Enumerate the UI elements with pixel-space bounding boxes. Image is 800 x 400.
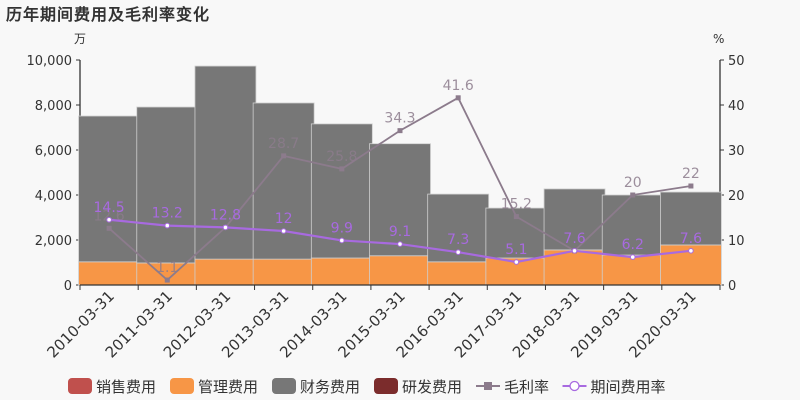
gross-margin-marker bbox=[630, 192, 636, 198]
legend-label: 毛利率 bbox=[504, 378, 549, 396]
legend-item-rnd[interactable]: 研发费用 bbox=[374, 378, 462, 396]
bar-finance bbox=[601, 194, 664, 256]
bar-admin bbox=[252, 258, 315, 286]
legend-item-finance[interactable]: 财务费用 bbox=[272, 378, 360, 396]
gross-margin-marker bbox=[688, 183, 694, 189]
right-axis-unit: % bbox=[713, 32, 724, 46]
legend-label: 管理费用 bbox=[198, 378, 258, 396]
period-rate-marker bbox=[688, 248, 694, 254]
bar-finance bbox=[369, 143, 431, 257]
gross-margin-marker bbox=[513, 214, 519, 220]
legend-item-admin[interactable]: 管理费用 bbox=[170, 378, 258, 396]
right-tick-label: 0 bbox=[728, 279, 736, 294]
period-rate-marker bbox=[513, 259, 520, 265]
gross_margin-data-label: 15.2 bbox=[501, 197, 532, 213]
period-rate-marker bbox=[280, 228, 287, 234]
gross_margin-data-label: 25.8 bbox=[326, 149, 357, 165]
right-tick-label: 20 bbox=[728, 189, 745, 204]
gross_margin-data-label: 41.6 bbox=[443, 78, 474, 94]
period-rate-marker bbox=[222, 224, 229, 231]
legend-label: 销售费用 bbox=[96, 378, 156, 396]
legend-swatch-icon bbox=[374, 378, 398, 394]
legend-label: 研发费用 bbox=[402, 378, 462, 396]
legend-item-sales[interactable]: 销售费用 bbox=[68, 378, 156, 396]
stacked-bars bbox=[78, 65, 722, 286]
left-tick-label: 0 bbox=[64, 279, 72, 294]
period_rate-data-label: 7.3 bbox=[447, 232, 469, 248]
right-tick-label: 40 bbox=[728, 99, 745, 114]
period-rate-marker bbox=[339, 237, 345, 244]
legend-swatch-icon bbox=[170, 378, 194, 394]
bar-admin bbox=[78, 261, 140, 286]
gross-margin-marker bbox=[164, 277, 170, 283]
legend-swatch-icon bbox=[68, 378, 92, 394]
right-y-axis: 0 10 20 30 40 50 bbox=[719, 54, 745, 294]
legend-swatch-icon bbox=[272, 378, 296, 394]
period-rate-marker bbox=[397, 241, 403, 247]
chart-title: 历年期间费用及毛利率变化 bbox=[6, 5, 210, 24]
period_rate-data-label: 9.1 bbox=[389, 224, 411, 240]
gross-margin-marker bbox=[397, 128, 403, 134]
period_rate-data-label: 13.2 bbox=[152, 206, 183, 222]
bar-admin bbox=[369, 255, 431, 286]
gross-margin-marker bbox=[106, 225, 112, 231]
legend-item-gross_margin[interactable]: 毛利率 bbox=[476, 378, 549, 396]
gross_margin-data-label: 1.1 bbox=[156, 260, 178, 276]
gross-margin-marker bbox=[455, 95, 461, 101]
gross-margin-marker bbox=[339, 166, 345, 172]
gross_margin-data-label: 20 bbox=[624, 175, 642, 191]
legend-circle-marker-icon bbox=[569, 380, 580, 392]
period_rate-data-label: 7.6 bbox=[563, 231, 585, 247]
bar-finance bbox=[310, 123, 373, 259]
period_rate-data-label: 6.2 bbox=[622, 237, 644, 253]
period_rate-data-label: 5.1 bbox=[505, 242, 527, 258]
bar-admin bbox=[194, 258, 257, 286]
period-rate-marker bbox=[106, 216, 112, 223]
period_rate-data-label: 12 bbox=[275, 211, 293, 227]
bar-admin bbox=[427, 261, 490, 286]
period-rate-marker bbox=[164, 222, 171, 229]
left-y-axis: 0 2,000 4,000 6,000 8,000 10,000 bbox=[27, 54, 81, 294]
legend-item-period_rate[interactable]: 期间费用率 bbox=[562, 378, 666, 396]
left-axis-unit: 万 bbox=[74, 32, 86, 46]
right-tick-label: 50 bbox=[728, 54, 745, 69]
right-tick-label: 10 bbox=[728, 234, 745, 249]
bar-admin bbox=[310, 257, 373, 286]
right-tick-label: 30 bbox=[728, 144, 745, 159]
period-rate-marker bbox=[455, 249, 461, 255]
legend-label: 财务费用 bbox=[300, 378, 360, 396]
left-tick-label: 2,000 bbox=[35, 234, 72, 249]
legend-label: 期间费用率 bbox=[591, 378, 666, 396]
left-tick-label: 4,000 bbox=[35, 189, 72, 204]
bar-finance bbox=[136, 106, 199, 264]
period_rate-data-label: 7.6 bbox=[680, 231, 702, 247]
period_rate-data-label: 12.8 bbox=[210, 207, 241, 223]
left-tick-label: 8,000 bbox=[35, 99, 72, 114]
legend-square-marker-icon bbox=[484, 382, 492, 390]
left-tick-label: 10,000 bbox=[27, 54, 73, 69]
gross_margin-data-label: 34.3 bbox=[384, 111, 415, 127]
bar-finance bbox=[78, 115, 140, 263]
period_rate-data-label: 14.5 bbox=[94, 200, 125, 216]
period_rate-data-label: 9.9 bbox=[331, 220, 353, 236]
left-tick-label: 6,000 bbox=[35, 144, 72, 159]
period-rate-marker bbox=[629, 254, 636, 260]
gross_margin-data-label: 22 bbox=[682, 166, 700, 182]
bar-finance bbox=[660, 191, 722, 246]
period-rate-marker bbox=[571, 248, 578, 254]
gross_margin-data-label: 28.7 bbox=[268, 136, 299, 152]
gross-margin-marker bbox=[281, 153, 287, 159]
legend: 销售费用 管理费用 财务费用 研发费用 毛利率 期间费用率 bbox=[68, 378, 666, 396]
